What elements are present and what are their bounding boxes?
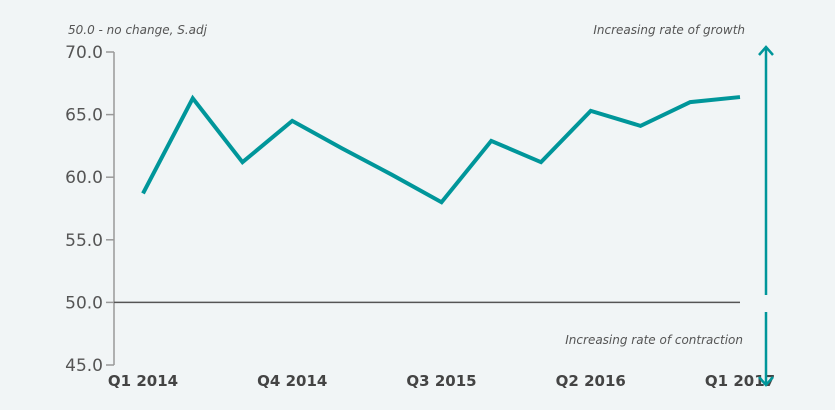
- growth-annotation: Increasing rate of growth: [593, 23, 745, 37]
- chart-subtitle: 50.0 - no change, S.adj: [68, 23, 208, 37]
- y-tick-label: 45.0: [65, 356, 103, 376]
- arrow-up-icon: [758, 45, 774, 56]
- y-tick-label: 55.0: [65, 231, 103, 251]
- y-tick-label: 60.0: [65, 168, 103, 188]
- y-tick-label: 65.0: [65, 106, 103, 126]
- x-tick-label: Q4 2014: [257, 372, 327, 390]
- arrow-down-icon: [758, 376, 774, 387]
- x-tick-label: Q2 2016: [556, 372, 626, 390]
- series-line: [141, 94, 741, 205]
- x-tick-label: Q1 2017: [705, 372, 775, 390]
- contraction-annotation: Increasing rate of contraction: [565, 333, 743, 347]
- x-tick-label: Q3 2015: [406, 372, 476, 390]
- x-tick-label: Q1 2014: [108, 372, 178, 390]
- y-tick-label: 50.0: [65, 293, 103, 313]
- y-tick-label: 70.0: [65, 43, 103, 63]
